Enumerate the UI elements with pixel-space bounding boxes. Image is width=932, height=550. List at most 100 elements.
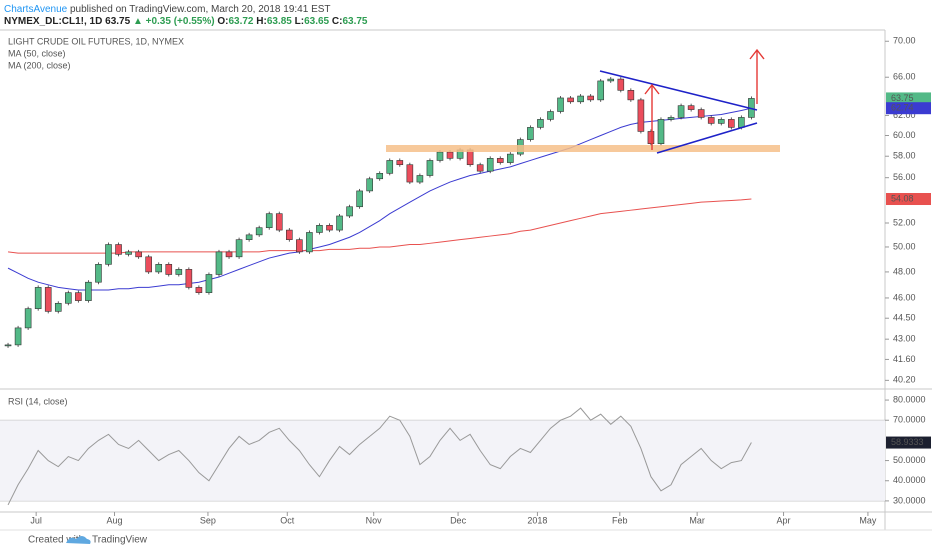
candle bbox=[617, 78, 625, 91]
y-tick-label: 50.00 bbox=[893, 241, 916, 251]
header-segment: O: bbox=[215, 16, 229, 27]
candle bbox=[667, 117, 675, 120]
header-segment: 63.65 bbox=[304, 16, 329, 27]
candle bbox=[376, 173, 384, 180]
quote-info: NYMEX_DL:CL1!, 1D 63.75 ▲ +0.35 (+0.55%)… bbox=[4, 16, 368, 27]
header-segment: L: bbox=[292, 16, 304, 27]
candle bbox=[24, 308, 32, 329]
price-tag-label: 54.08 bbox=[891, 193, 914, 203]
candle bbox=[607, 78, 615, 82]
header-segment: published on TradingView.com, March 20, … bbox=[67, 4, 330, 15]
candle bbox=[707, 117, 715, 124]
candle bbox=[717, 119, 725, 124]
price-tag bbox=[886, 102, 931, 115]
y-tick-label: 58.00 bbox=[893, 151, 916, 161]
header-segment: 63.75 bbox=[342, 16, 367, 27]
candle bbox=[185, 269, 193, 288]
y-tick-label: 30.0000 bbox=[893, 495, 926, 505]
y-tick-label: 56.00 bbox=[893, 172, 916, 182]
candle bbox=[537, 119, 544, 128]
candle bbox=[687, 105, 695, 110]
price-tag-label: 58.9333 bbox=[891, 437, 924, 447]
y-tick-label: 40.20 bbox=[893, 375, 916, 385]
candle bbox=[14, 327, 22, 346]
candle bbox=[135, 251, 142, 258]
legend-entry: LIGHT CRUDE OIL FUTURES, 1D, NYMEX bbox=[8, 36, 184, 46]
candle bbox=[85, 281, 92, 301]
candle bbox=[728, 119, 735, 128]
x-tick-label: Dec bbox=[450, 515, 467, 525]
candle bbox=[496, 158, 504, 163]
x-tick-label: Nov bbox=[366, 515, 383, 525]
candle bbox=[255, 227, 263, 236]
candle bbox=[145, 256, 152, 273]
candle bbox=[647, 131, 655, 145]
candle bbox=[436, 151, 444, 161]
candle bbox=[637, 99, 645, 132]
x-tick-label: May bbox=[859, 515, 877, 525]
candle bbox=[527, 127, 534, 140]
x-tick-label: Sep bbox=[200, 515, 216, 525]
y-tick-label: 43.00 bbox=[893, 334, 916, 344]
candle bbox=[476, 164, 484, 172]
candle bbox=[205, 274, 213, 293]
annotations bbox=[386, 48, 780, 154]
band-fill bbox=[0, 420, 885, 501]
header-segment: 63.85 bbox=[267, 16, 292, 27]
candle bbox=[326, 225, 333, 231]
candle bbox=[306, 232, 313, 253]
header-segment: 63.72 bbox=[228, 16, 253, 27]
price-tag-label: 63.75 bbox=[891, 93, 914, 103]
candle bbox=[175, 269, 183, 275]
candle bbox=[406, 164, 414, 183]
candle bbox=[215, 251, 223, 275]
y-tick-label: 62.00 bbox=[893, 110, 916, 120]
y-tick-label: 40.0000 bbox=[893, 475, 926, 485]
candle bbox=[275, 213, 283, 231]
candle bbox=[286, 229, 293, 240]
candle bbox=[195, 287, 203, 293]
candle bbox=[738, 117, 745, 128]
x-tick-label: Jul bbox=[30, 515, 42, 525]
candle bbox=[316, 225, 323, 233]
triangle-lower bbox=[656, 122, 758, 154]
legend-entry: MA (50, close) bbox=[8, 48, 66, 58]
candle bbox=[245, 234, 253, 240]
y-tick-label: 41.60 bbox=[893, 354, 916, 364]
candle bbox=[426, 160, 434, 176]
candle bbox=[557, 97, 564, 112]
candle bbox=[75, 292, 82, 301]
candle bbox=[396, 160, 404, 166]
candle bbox=[34, 287, 42, 309]
candle bbox=[336, 215, 343, 231]
candle bbox=[587, 95, 594, 101]
arrow-head bbox=[749, 48, 765, 60]
candle bbox=[597, 80, 605, 101]
logo bbox=[66, 536, 91, 544]
candle bbox=[677, 105, 685, 118]
header-segment: 63.75 bbox=[102, 16, 133, 27]
candle bbox=[95, 264, 102, 283]
candle bbox=[366, 178, 373, 192]
price-tag-label: 62.74 bbox=[891, 103, 914, 113]
candle bbox=[547, 111, 554, 120]
series-line bbox=[7, 407, 752, 506]
candle bbox=[356, 190, 363, 208]
support-zone bbox=[386, 145, 780, 152]
candle bbox=[65, 292, 72, 304]
x-tick-label: Mar bbox=[689, 515, 705, 525]
candle bbox=[567, 97, 574, 103]
candle bbox=[697, 109, 705, 118]
candle bbox=[577, 95, 584, 103]
y-tick-label: 60.00 bbox=[893, 130, 916, 140]
header-segment: H: bbox=[254, 16, 267, 27]
candle bbox=[54, 302, 62, 312]
arrow-head bbox=[644, 83, 660, 95]
header-segment: C: bbox=[329, 16, 342, 27]
candle bbox=[105, 244, 112, 265]
candle bbox=[627, 90, 635, 101]
candle bbox=[265, 213, 273, 229]
price-tag bbox=[886, 193, 931, 206]
candle bbox=[486, 158, 494, 172]
